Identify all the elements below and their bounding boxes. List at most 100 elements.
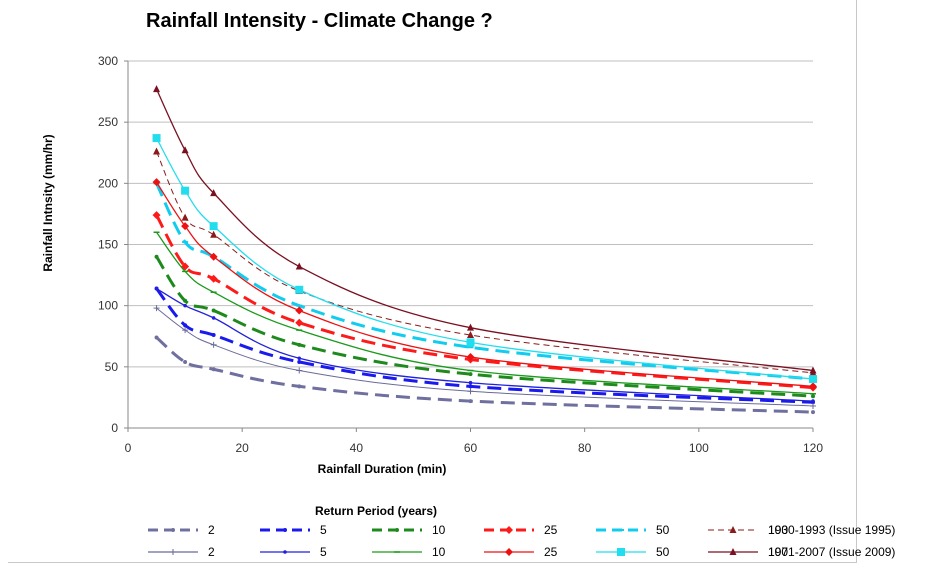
legend-marker <box>171 528 175 532</box>
data-point <box>809 382 817 391</box>
data-point <box>295 306 304 315</box>
legend-marker <box>395 528 399 532</box>
x-tick-label: 80 <box>578 441 592 455</box>
data-point <box>297 342 302 347</box>
legend-marker <box>170 549 176 555</box>
series-line <box>155 181 814 388</box>
y-tick-label: 150 <box>98 238 118 252</box>
series-1930-1993-50 <box>153 182 816 381</box>
legend-label: 25 <box>544 545 558 559</box>
data-point <box>809 366 817 374</box>
legend-item-1971-2007-100: 100 <box>708 545 788 559</box>
x-tick-label: 40 <box>350 441 364 455</box>
data-point <box>295 285 304 294</box>
series-1971-2007-5 <box>154 286 815 403</box>
legend-label: 100 <box>768 523 788 537</box>
data-point <box>152 178 161 187</box>
data-point <box>810 402 816 409</box>
data-point <box>295 318 304 327</box>
series-line <box>156 307 814 407</box>
data-point <box>153 85 161 93</box>
series-1930-1993-25 <box>152 211 817 392</box>
chart-frame <box>8 0 857 563</box>
series-1930-1993-2 <box>154 335 815 415</box>
series-1930-1993-10 <box>154 254 815 399</box>
data-point <box>181 213 189 221</box>
data-point <box>468 380 473 385</box>
y-tick-label: 100 <box>98 299 118 313</box>
legend-item-1930-1993-100: 100 <box>708 523 788 537</box>
data-point <box>467 388 474 395</box>
data-point <box>295 262 303 270</box>
legend-label: 5 <box>320 545 327 559</box>
series-line <box>155 287 814 404</box>
data-point <box>466 338 475 347</box>
data-point <box>811 394 815 399</box>
legend-item-1930-1993-2: 2 <box>148 523 215 537</box>
data-point <box>182 327 189 334</box>
legend-marker <box>283 528 287 532</box>
data-point <box>209 222 218 231</box>
data-point <box>183 359 188 364</box>
y-tick-label: 50 <box>105 360 119 374</box>
legend-item-1930-1993-10: 10 <box>372 523 446 537</box>
series-1971-2007-10 <box>153 231 816 395</box>
data-point <box>211 333 216 338</box>
data-point <box>154 254 159 259</box>
data-point <box>181 186 190 195</box>
series-layer <box>152 85 817 415</box>
data-point <box>811 410 815 415</box>
data-point <box>466 353 475 362</box>
data-point <box>183 323 188 328</box>
grid <box>128 60 813 368</box>
data-point <box>181 222 190 231</box>
legend-item-1930-1993-25: 25 <box>484 523 558 537</box>
legend-title: Return Period (years) <box>315 504 437 518</box>
legend-marker <box>729 526 737 533</box>
y-tick-label: 0 <box>111 421 118 435</box>
data-point <box>210 230 218 238</box>
y-axis-label: Rainfall Intnsity (mm/hr) <box>41 134 55 271</box>
legend-item-1971-2007-2: 2 <box>148 545 215 559</box>
data-point <box>183 298 188 303</box>
data-point <box>211 308 216 313</box>
data-point <box>297 384 302 389</box>
legend-item-1971-2007-10: 10 <box>372 545 446 559</box>
data-point <box>467 331 474 339</box>
axes: 0 50 100 150 200 250 300 0 20 40 60 80 100 120 <box>98 54 823 455</box>
series-1971-2007-100 <box>153 85 817 374</box>
legend-label: 10 <box>432 523 446 537</box>
data-point <box>211 316 216 320</box>
data-point <box>296 367 303 374</box>
data-point <box>152 211 161 220</box>
legend-item-1971-2007-50: 50 <box>596 545 670 559</box>
x-tick-label: 20 <box>235 441 249 455</box>
y-tick-label: 200 <box>98 176 118 190</box>
data-point <box>181 146 189 154</box>
data-point <box>809 375 817 384</box>
legend-label: 10 <box>432 545 446 559</box>
legend-marker <box>505 526 513 534</box>
data-point <box>183 303 187 308</box>
series-line <box>155 137 814 380</box>
legend-label: 50 <box>656 545 670 559</box>
legend-marker <box>283 550 287 554</box>
legend-marker <box>729 548 737 555</box>
data-point <box>153 305 160 312</box>
data-point <box>209 274 218 283</box>
series-line <box>155 255 814 398</box>
era-label-2009: 1971-2007 (Issue 2009) <box>768 545 895 559</box>
legend-label: 100 <box>768 545 788 559</box>
x-tick-label: 100 <box>689 441 709 455</box>
data-point <box>468 384 473 389</box>
data-point <box>297 359 302 364</box>
legend-label: 2 <box>208 523 215 537</box>
data-point <box>210 189 218 197</box>
data-point <box>209 252 218 261</box>
series-line <box>155 182 814 381</box>
legend-item-1930-1993-50: 50 <box>596 523 670 537</box>
data-point <box>467 323 474 331</box>
legend-marker <box>505 548 513 556</box>
